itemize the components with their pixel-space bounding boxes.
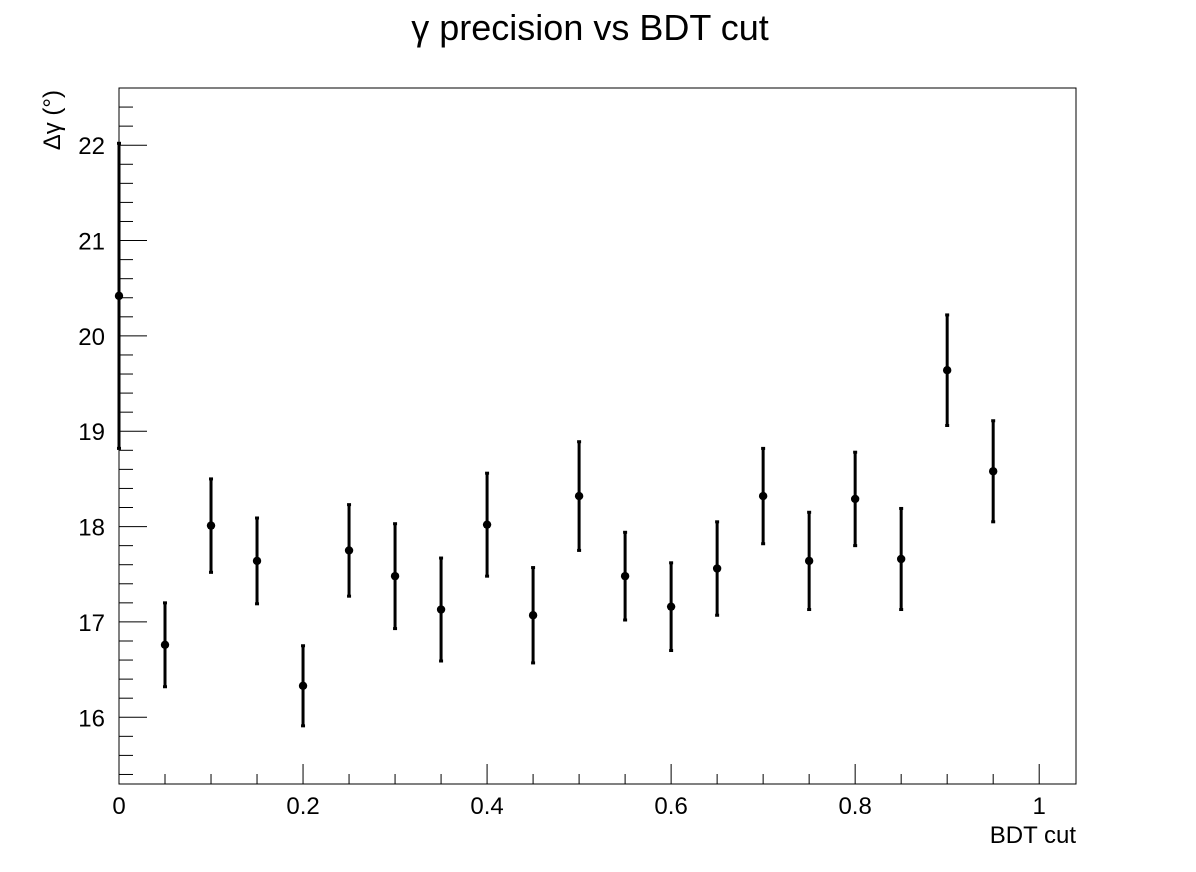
data-point-group [252, 516, 262, 606]
data-point [988, 467, 998, 476]
data-point [390, 571, 400, 581]
data-point-group [390, 522, 400, 631]
y-tick-label: 21 [78, 229, 105, 256]
data-point [666, 602, 676, 611]
data-point-group [482, 471, 492, 578]
data-point [252, 556, 262, 566]
y-tick-label: 20 [78, 324, 105, 351]
y-axis: 16 17 18 19 20 21 22 [78, 87, 147, 775]
x-tick-label: 0.8 [838, 793, 871, 820]
data-point [344, 546, 354, 555]
y-tick-label: 18 [78, 515, 105, 542]
x-tick-label: 1 [1033, 793, 1046, 820]
y-axis-label: Δγ (°) [39, 90, 66, 150]
data-point-group [206, 477, 216, 574]
data-point [942, 366, 952, 375]
data-point-group [942, 313, 952, 428]
data-point-group [804, 510, 814, 612]
data-point [850, 494, 860, 504]
data-point-group [436, 556, 446, 663]
data-point-group [528, 566, 538, 665]
data-point-group [114, 141, 124, 450]
data-point-group [298, 644, 308, 728]
data-point [482, 520, 492, 529]
x-axis: 0 0.2 0.4 0.6 0.8 1 [112, 764, 1046, 820]
x-axis-label: BDT cut [990, 822, 1077, 849]
chart-title: γ precision vs BDT cut [411, 7, 768, 48]
data-point-group [344, 503, 354, 598]
data-point [528, 611, 538, 620]
data-point [712, 564, 722, 573]
x-tick-label: 0.2 [286, 793, 319, 820]
data-point [758, 491, 768, 501]
y-tick-label: 19 [78, 419, 105, 446]
data-point-group [574, 440, 584, 552]
data-point [620, 571, 630, 581]
y-tick-label: 17 [78, 610, 105, 637]
data-point-group [758, 446, 768, 546]
data-point-group [896, 506, 906, 612]
data-point [114, 291, 124, 301]
x-tick-label: 0 [112, 793, 125, 820]
x-tick-label: 0.6 [654, 793, 687, 820]
data-point-group [666, 561, 676, 653]
data-point-group [850, 450, 860, 548]
x-tick-label: 0.4 [470, 793, 503, 820]
data-point [574, 491, 584, 501]
data-markers [114, 141, 998, 728]
data-point [436, 605, 446, 614]
data-point [298, 681, 308, 690]
y-tick-label: 22 [78, 133, 105, 160]
data-point [206, 521, 216, 530]
data-point-group [988, 419, 998, 524]
plot-frame [118, 87, 1077, 785]
data-point-group [160, 601, 170, 689]
data-point-group [712, 520, 722, 617]
data-point [804, 556, 814, 566]
y-tick-label: 16 [78, 705, 105, 732]
data-point-group [620, 530, 630, 622]
data-point [160, 640, 170, 649]
data-point [896, 554, 906, 564]
